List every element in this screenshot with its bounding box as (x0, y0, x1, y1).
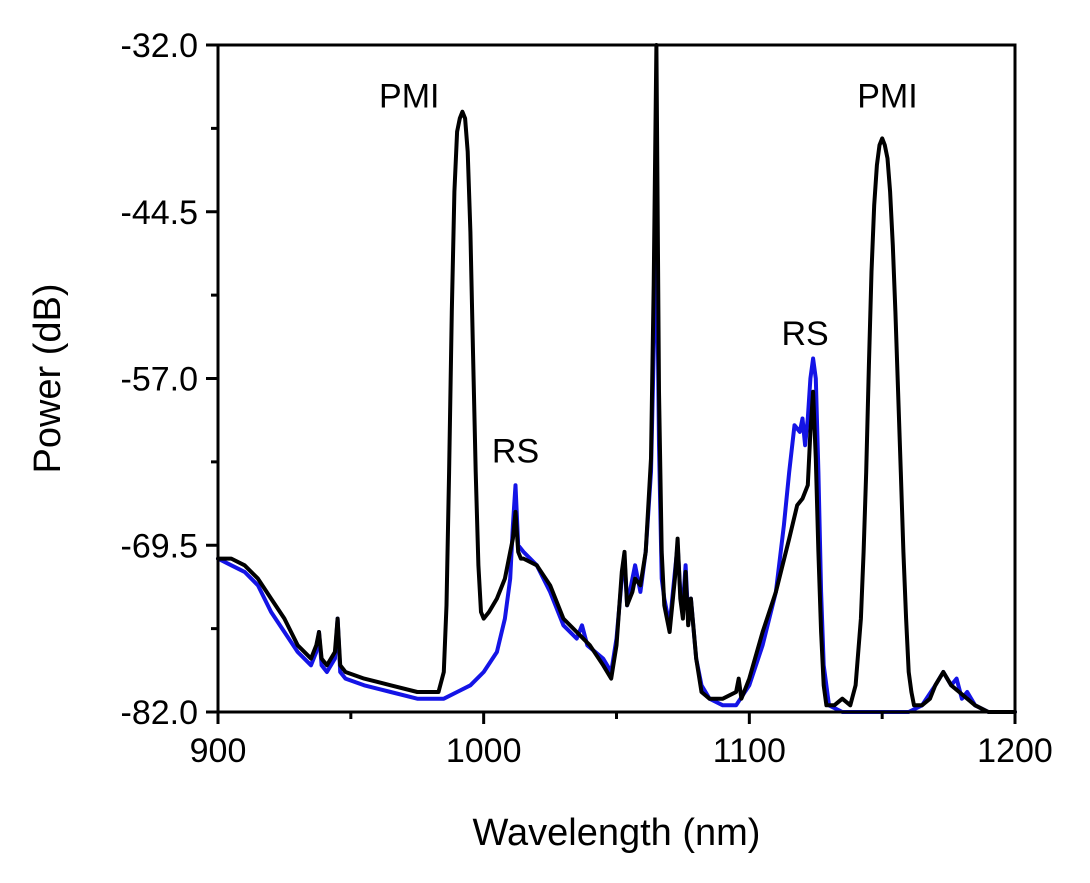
x-tick-label: 900 (190, 732, 247, 770)
x-tick-label: 1000 (446, 732, 522, 770)
annotation-pmi: PMI (857, 78, 917, 116)
x-tick-label: 1200 (977, 732, 1053, 770)
annotation-rs: RS (492, 433, 539, 471)
series-layer (216, 43, 1017, 714)
series-line-black (216, 43, 1017, 714)
y-axis-title: Power (dB) (27, 283, 69, 473)
annotation-pmi: PMI (379, 78, 439, 116)
labels-layer: 900 1000 1100 1200 -82.0 -69.5 -57.0 -44.5 -32.0… (121, 27, 1053, 770)
y-tick-label: -69.5 (121, 527, 199, 565)
y-tick-label: -82.0 (121, 694, 199, 732)
ticks-layer (206, 43, 1017, 724)
y-tick-label: -44.5 (121, 194, 199, 232)
x-axis-title: Wavelength (nm) (473, 812, 761, 854)
y-tick-label: -32.0 (121, 27, 199, 65)
plot-area-frame (216, 43, 1017, 714)
x-tick-label: 1100 (713, 732, 786, 770)
annotation-rs: RS (782, 315, 829, 353)
y-tick-label: -57.0 (121, 361, 199, 399)
